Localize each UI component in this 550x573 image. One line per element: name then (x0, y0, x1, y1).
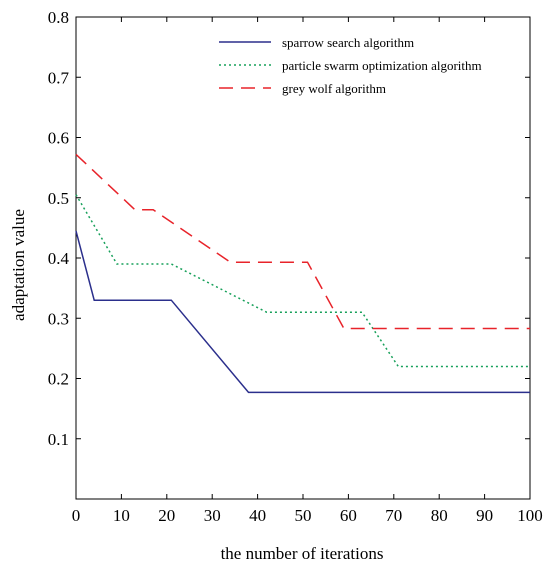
x-tick-label: 70 (385, 506, 402, 525)
y-tick-label: 0.2 (48, 370, 69, 389)
y-axis-title: adaptation value (9, 209, 28, 321)
x-tick-label: 90 (476, 506, 493, 525)
y-tick-label: 0.5 (48, 189, 69, 208)
legend-label-3: grey wolf algorithm (282, 81, 386, 96)
series-line-1 (75, 230, 530, 394)
y-tick-label: 0.4 (48, 249, 70, 268)
x-tick-label: 20 (158, 506, 175, 525)
axes: 0 10 20 30 40 50 60 70 80 90 100 0.1 0.2 0.3 0.4 0.5 0.6… (48, 8, 543, 525)
x-tick-label: 60 (340, 506, 357, 525)
x-tick-label: 80 (431, 506, 448, 525)
x-tick-label: 0 (72, 506, 81, 525)
x-tick-label: 30 (204, 506, 221, 525)
y-tick-label: 0.3 (48, 309, 69, 328)
series-lines (75, 153, 530, 394)
y-tick-label: 0.8 (48, 8, 69, 27)
y-tick-label: 0.6 (48, 129, 69, 148)
series-line-2 (75, 194, 530, 368)
x-axis-title: the number of iterations (221, 544, 384, 563)
legend: sparrow search algorithm particle swarm o… (219, 35, 482, 96)
x-tick-label: 40 (249, 506, 266, 525)
y-tick-label: 0.1 (48, 430, 69, 449)
x-tick-label: 10 (113, 506, 130, 525)
y-tick-label: 0.7 (48, 68, 70, 87)
series-line-3 (75, 153, 530, 330)
legend-label-1: sparrow search algorithm (282, 35, 414, 50)
x-tick-label: 100 (517, 506, 543, 525)
legend-label-2: particle swarm optimization algorithm (282, 58, 482, 73)
x-tick-label: 50 (295, 506, 312, 525)
